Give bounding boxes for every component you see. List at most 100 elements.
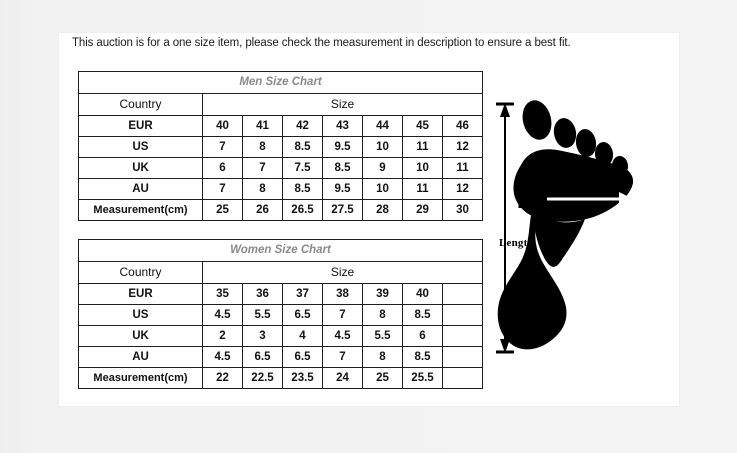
women-cell-eur-4: 39 <box>362 283 403 305</box>
foot-measurement-diagram: Length Width <box>491 95 671 395</box>
women-cell-us-1: 5.5 <box>242 304 283 326</box>
women-cell-measurement-3: 24 <box>322 367 363 389</box>
women-cell-measurement-blank <box>442 367 483 389</box>
men-header-size: Size <box>201 93 484 116</box>
women-cell-eur-5: 40 <box>402 283 443 305</box>
footprint-icon <box>496 100 634 354</box>
men-cell-au-2: 8.5 <box>282 178 323 200</box>
women-cell-au-4: 8 <box>362 346 403 368</box>
width-arrow-icon <box>518 190 633 208</box>
women-cell-measurement-5: 25.5 <box>402 367 443 389</box>
women-cell-au-2: 6.5 <box>282 346 323 368</box>
men-cell-au-5: 11 <box>402 178 443 200</box>
women-cell-eur-0: 35 <box>202 283 243 305</box>
table-row-header: Country Size <box>78 93 484 116</box>
women-row-label-us: US <box>78 304 203 326</box>
women-cell-measurement-2: 23.5 <box>282 367 323 389</box>
table-row-title: Women Size Chart <box>78 239 483 262</box>
table-row-title: Men Size Chart <box>77 71 484 94</box>
women-size-chart-table: Women Size Chart Country Size EUR 35 36 … <box>78 239 483 389</box>
men-cell-us-4: 10 <box>362 136 403 158</box>
men-cell-us-0: 7 <box>202 136 243 158</box>
table-row: AU 7 8 8.5 9.5 10 11 12 <box>78 178 484 200</box>
women-cell-uk-blank <box>442 325 483 347</box>
women-cell-uk-2: 4 <box>282 325 323 347</box>
women-cell-eur-1: 36 <box>242 283 283 305</box>
men-header-country: Country <box>78 93 203 116</box>
men-cell-us-1: 8 <box>242 136 283 158</box>
men-cell-measurement-2: 26.5 <box>282 199 323 221</box>
women-row-label-au: AU <box>78 346 203 368</box>
size-chart-panel: This auction is for a one size item, ple… <box>59 33 679 406</box>
women-cell-au-5: 8.5 <box>402 346 443 368</box>
men-cell-eur-3: 43 <box>322 115 363 137</box>
width-label: Width <box>553 177 584 189</box>
women-header-country: Country <box>78 261 203 284</box>
men-row-label-uk: UK <box>78 157 203 179</box>
men-cell-uk-3: 8.5 <box>322 157 363 179</box>
men-row-label-eur: EUR <box>78 115 203 137</box>
men-cell-measurement-6: 30 <box>441 199 484 221</box>
women-cell-us-4: 8 <box>362 304 403 326</box>
men-cell-au-6: 12 <box>441 178 484 200</box>
men-cell-uk-2: 7.5 <box>282 157 323 179</box>
table-row: Measurement(cm) 25 26 26.5 27.5 28 29 30 <box>78 199 484 221</box>
women-cell-uk-3: 4.5 <box>322 325 363 347</box>
men-cell-measurement-3: 27.5 <box>322 199 363 221</box>
women-cell-us-5: 8.5 <box>402 304 443 326</box>
women-row-label-measurement: Measurement(cm) <box>78 367 203 389</box>
men-cell-eur-6: 46 <box>441 115 484 137</box>
women-cell-eur-3: 38 <box>322 283 363 305</box>
women-cell-us-2: 6.5 <box>282 304 323 326</box>
men-cell-eur-0: 40 <box>202 115 243 137</box>
women-cell-us-blank <box>442 304 483 326</box>
women-cell-measurement-1: 22.5 <box>242 367 283 389</box>
table-row: EUR 40 41 42 43 44 45 46 <box>78 115 484 137</box>
table-row: UK 6 7 7.5 8.5 9 10 11 <box>78 157 484 179</box>
women-header-size: Size <box>202 261 483 284</box>
women-cell-measurement-0: 22 <box>202 367 243 389</box>
women-cell-uk-4: 5.5 <box>362 325 403 347</box>
table-row: AU 4.5 6.5 6.5 7 8 8.5 <box>78 346 483 368</box>
men-cell-eur-1: 41 <box>242 115 283 137</box>
notice-text: This auction is for a one size item, ple… <box>72 37 571 49</box>
table-row: UK 2 3 4 4.5 5.5 6 <box>78 325 483 347</box>
women-cell-au-1: 6.5 <box>242 346 283 368</box>
men-cell-uk-4: 9 <box>362 157 403 179</box>
length-label: Length <box>499 237 534 249</box>
men-chart-title: Men Size Chart <box>77 71 484 94</box>
men-cell-us-5: 11 <box>402 136 443 158</box>
women-cell-eur-blank <box>442 283 483 305</box>
men-row-label-us: US <box>78 136 203 158</box>
men-cell-measurement-4: 28 <box>362 199 403 221</box>
women-cell-uk-5: 6 <box>402 325 443 347</box>
women-cell-eur-2: 37 <box>282 283 323 305</box>
table-row: Measurement(cm) 22 22.5 23.5 24 25 25.5 <box>78 367 483 389</box>
men-cell-eur-5: 45 <box>402 115 443 137</box>
women-row-label-uk: UK <box>78 325 203 347</box>
women-chart-title: Women Size Chart <box>78 239 483 262</box>
men-row-label-au: AU <box>78 178 203 200</box>
table-row: EUR 35 36 37 38 39 40 <box>78 283 483 305</box>
men-cell-au-1: 8 <box>242 178 283 200</box>
table-row-header: Country Size <box>78 261 483 284</box>
women-cell-au-blank <box>442 346 483 368</box>
women-cell-us-3: 7 <box>322 304 363 326</box>
men-cell-eur-4: 44 <box>362 115 403 137</box>
men-cell-uk-1: 7 <box>242 157 283 179</box>
women-cell-au-0: 4.5 <box>202 346 243 368</box>
men-cell-au-4: 10 <box>362 178 403 200</box>
women-cell-au-3: 7 <box>322 346 363 368</box>
men-cell-us-3: 9.5 <box>322 136 363 158</box>
men-cell-uk-0: 6 <box>202 157 243 179</box>
men-cell-measurement-0: 25 <box>202 199 243 221</box>
men-row-label-measurement: Measurement(cm) <box>78 199 203 221</box>
women-cell-us-0: 4.5 <box>202 304 243 326</box>
women-cell-measurement-4: 25 <box>362 367 403 389</box>
men-cell-us-6: 12 <box>441 136 484 158</box>
table-row: US 7 8 8.5 9.5 10 11 12 <box>78 136 484 158</box>
men-cell-au-3: 9.5 <box>322 178 363 200</box>
women-row-label-eur: EUR <box>78 283 203 305</box>
length-double-arrow-icon <box>496 102 514 354</box>
men-cell-eur-2: 42 <box>282 115 323 137</box>
